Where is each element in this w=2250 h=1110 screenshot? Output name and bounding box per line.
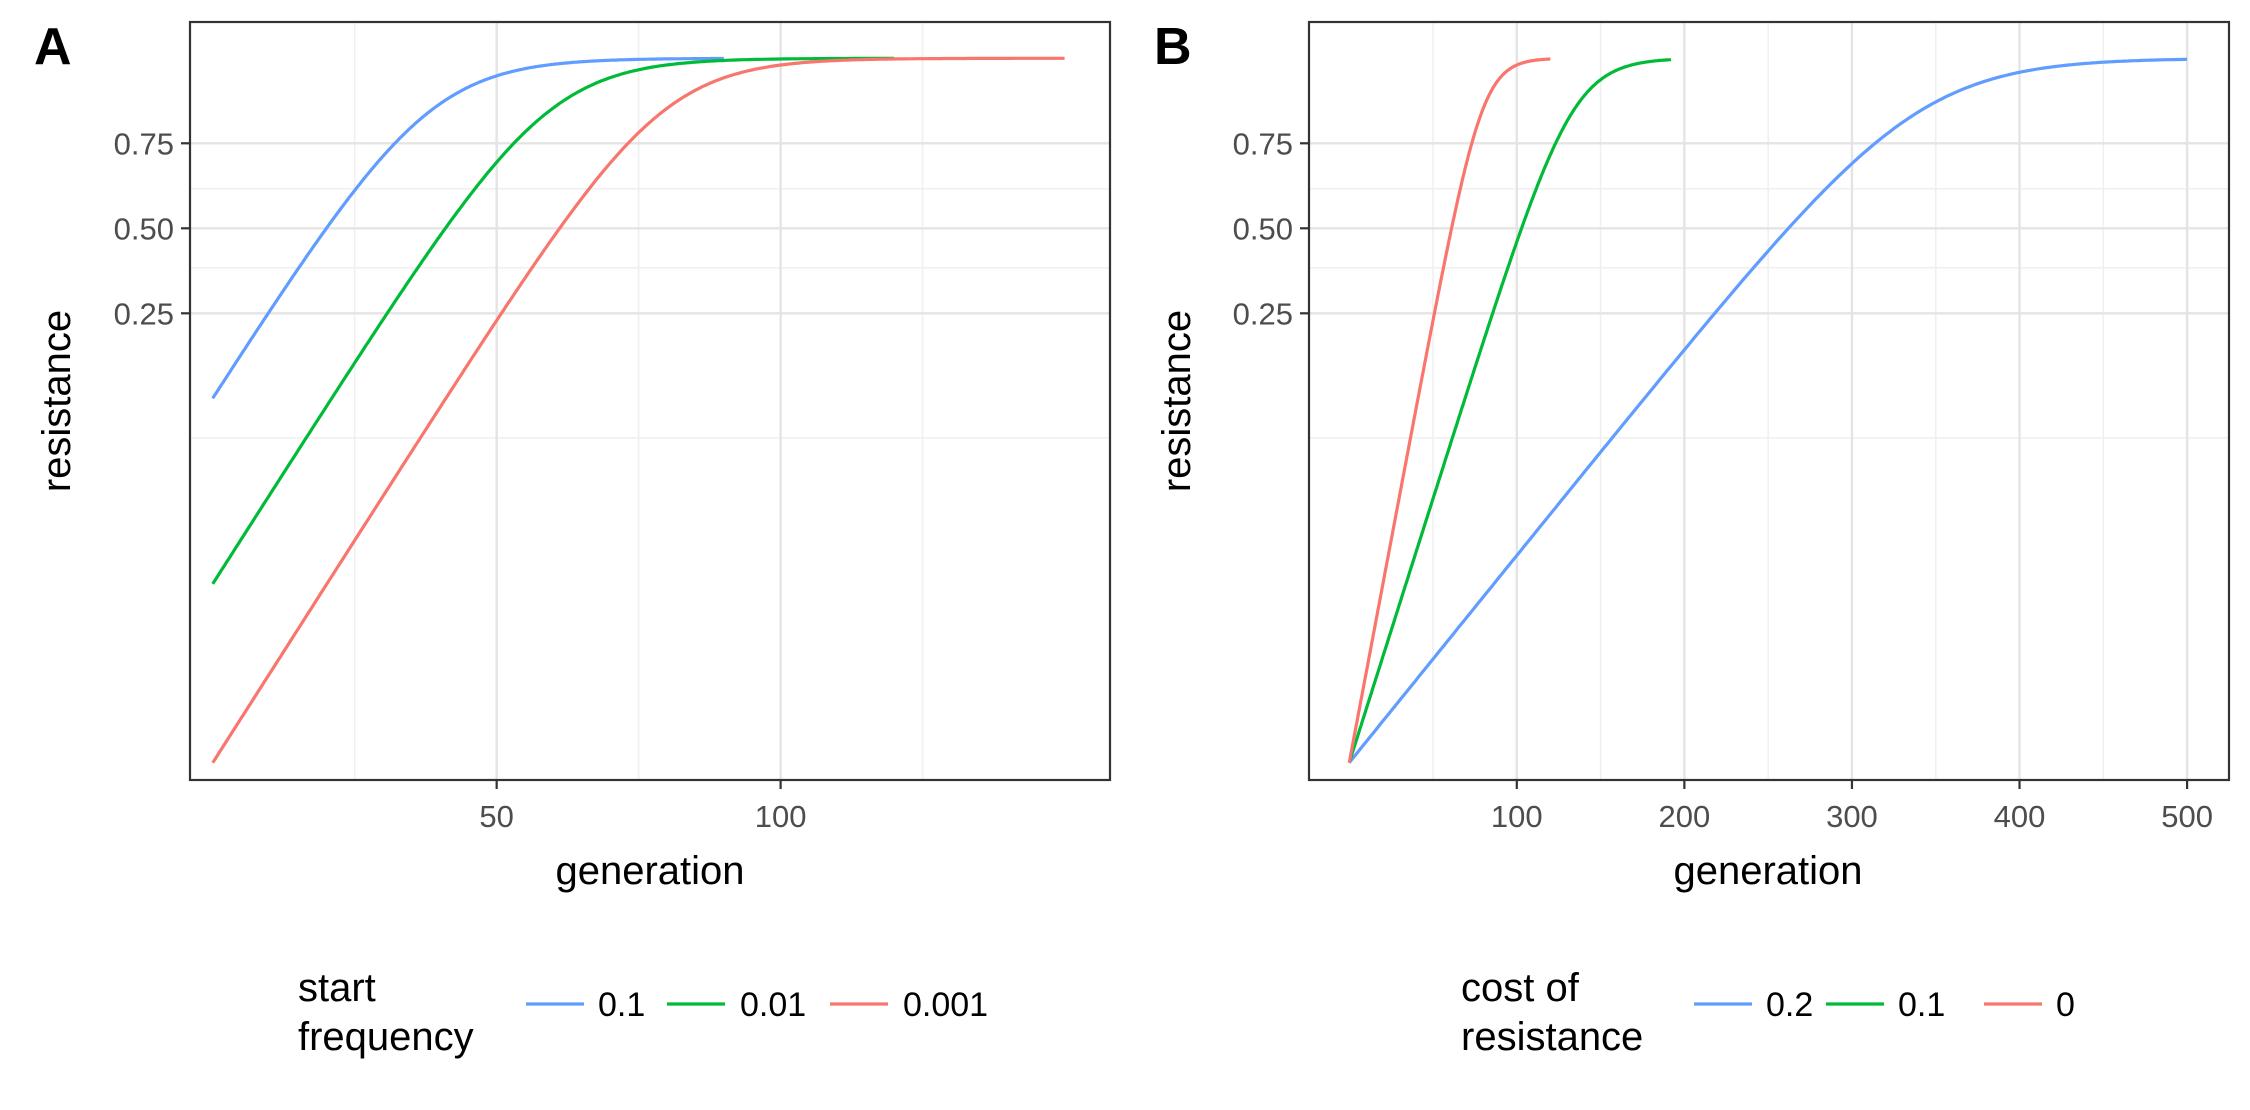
series-b-0-1: [1347, 58, 1672, 764]
panel-b-x-axis: 100 200 300 400 500: [1491, 780, 2213, 834]
panel-b-tag: B: [1154, 18, 1192, 76]
panel-a-lines: [211, 56, 1065, 764]
legend-a-label-0-1: 0.1: [598, 986, 645, 1024]
panel-a-x-axis: 50 100: [479, 780, 806, 834]
series-a-0-1: [211, 56, 724, 400]
series-b-0: [1347, 57, 1552, 764]
panel-b: B 0.25 0.50 0.75 100 200 300 400 500 generatio…: [1154, 18, 2231, 1059]
panel-b-frame: [1307, 20, 2231, 782]
panel-b-x-axis-title: generation: [1673, 849, 1862, 893]
legend-a-title-line-1: start: [298, 966, 376, 1010]
panel-a-y-axis-title: resistance: [35, 310, 79, 492]
x-tick-label-500: 500: [2161, 799, 2213, 834]
series-b-0-2: [1347, 57, 2188, 764]
panel-a-x-axis-title: generation: [555, 849, 744, 893]
legend-a-label-0-001: 0.001: [903, 986, 988, 1024]
y-tick-label-0.25: 0.25: [1233, 296, 1293, 331]
x-tick-label-400: 400: [1994, 799, 2046, 834]
series-a-0-001: [211, 56, 1065, 764]
legend-a-title-line-2: frequency: [298, 1015, 474, 1059]
y-tick-label-0.25: 0.25: [114, 296, 174, 331]
panel-b-lines: [1347, 57, 2188, 764]
legend-b-label-0-1: 0.1: [1898, 986, 1945, 1024]
y-tick-label-0.75: 0.75: [114, 126, 174, 161]
series-a-0-01: [211, 56, 895, 585]
panel-b-legend: cost of resistance 0.2 0.1 0: [1461, 966, 2075, 1059]
panel-b-y-axis: 0.25 0.50 0.75: [1233, 126, 1309, 331]
legend-b-title-line-1: cost of: [1461, 966, 1580, 1010]
panel-a-grid: [190, 22, 1110, 780]
legend-a-label-0-01: 0.01: [740, 986, 806, 1024]
x-tick-label-300: 300: [1826, 799, 1878, 834]
panel-b-grid: [1309, 22, 2229, 780]
x-tick-label-100: 100: [755, 799, 807, 834]
panel-b-y-axis-title: resistance: [1155, 310, 1199, 492]
legend-b-title-line-2: resistance: [1461, 1015, 1643, 1059]
panel-a-frame: [188, 20, 1112, 782]
legend-b-label-0-2: 0.2: [1766, 986, 1813, 1024]
panel-a-tag: A: [34, 18, 72, 76]
panel-a-legend: start frequency 0.1 0.01 0.001: [298, 966, 988, 1059]
y-tick-label-0.75: 0.75: [1233, 126, 1293, 161]
x-tick-label-50: 50: [479, 799, 513, 834]
y-tick-label-0.5: 0.50: [114, 211, 174, 246]
x-tick-label-200: 200: [1659, 799, 1711, 834]
y-tick-label-0.5: 0.50: [1233, 211, 1293, 246]
panel-a: A 0.25 0.50 0.75 50 100 generation resistan…: [34, 18, 1112, 1059]
panel-a-y-axis: 0.25 0.50 0.75: [114, 126, 190, 331]
x-tick-label-100: 100: [1491, 799, 1543, 834]
legend-b-label-0: 0: [2056, 986, 2075, 1024]
